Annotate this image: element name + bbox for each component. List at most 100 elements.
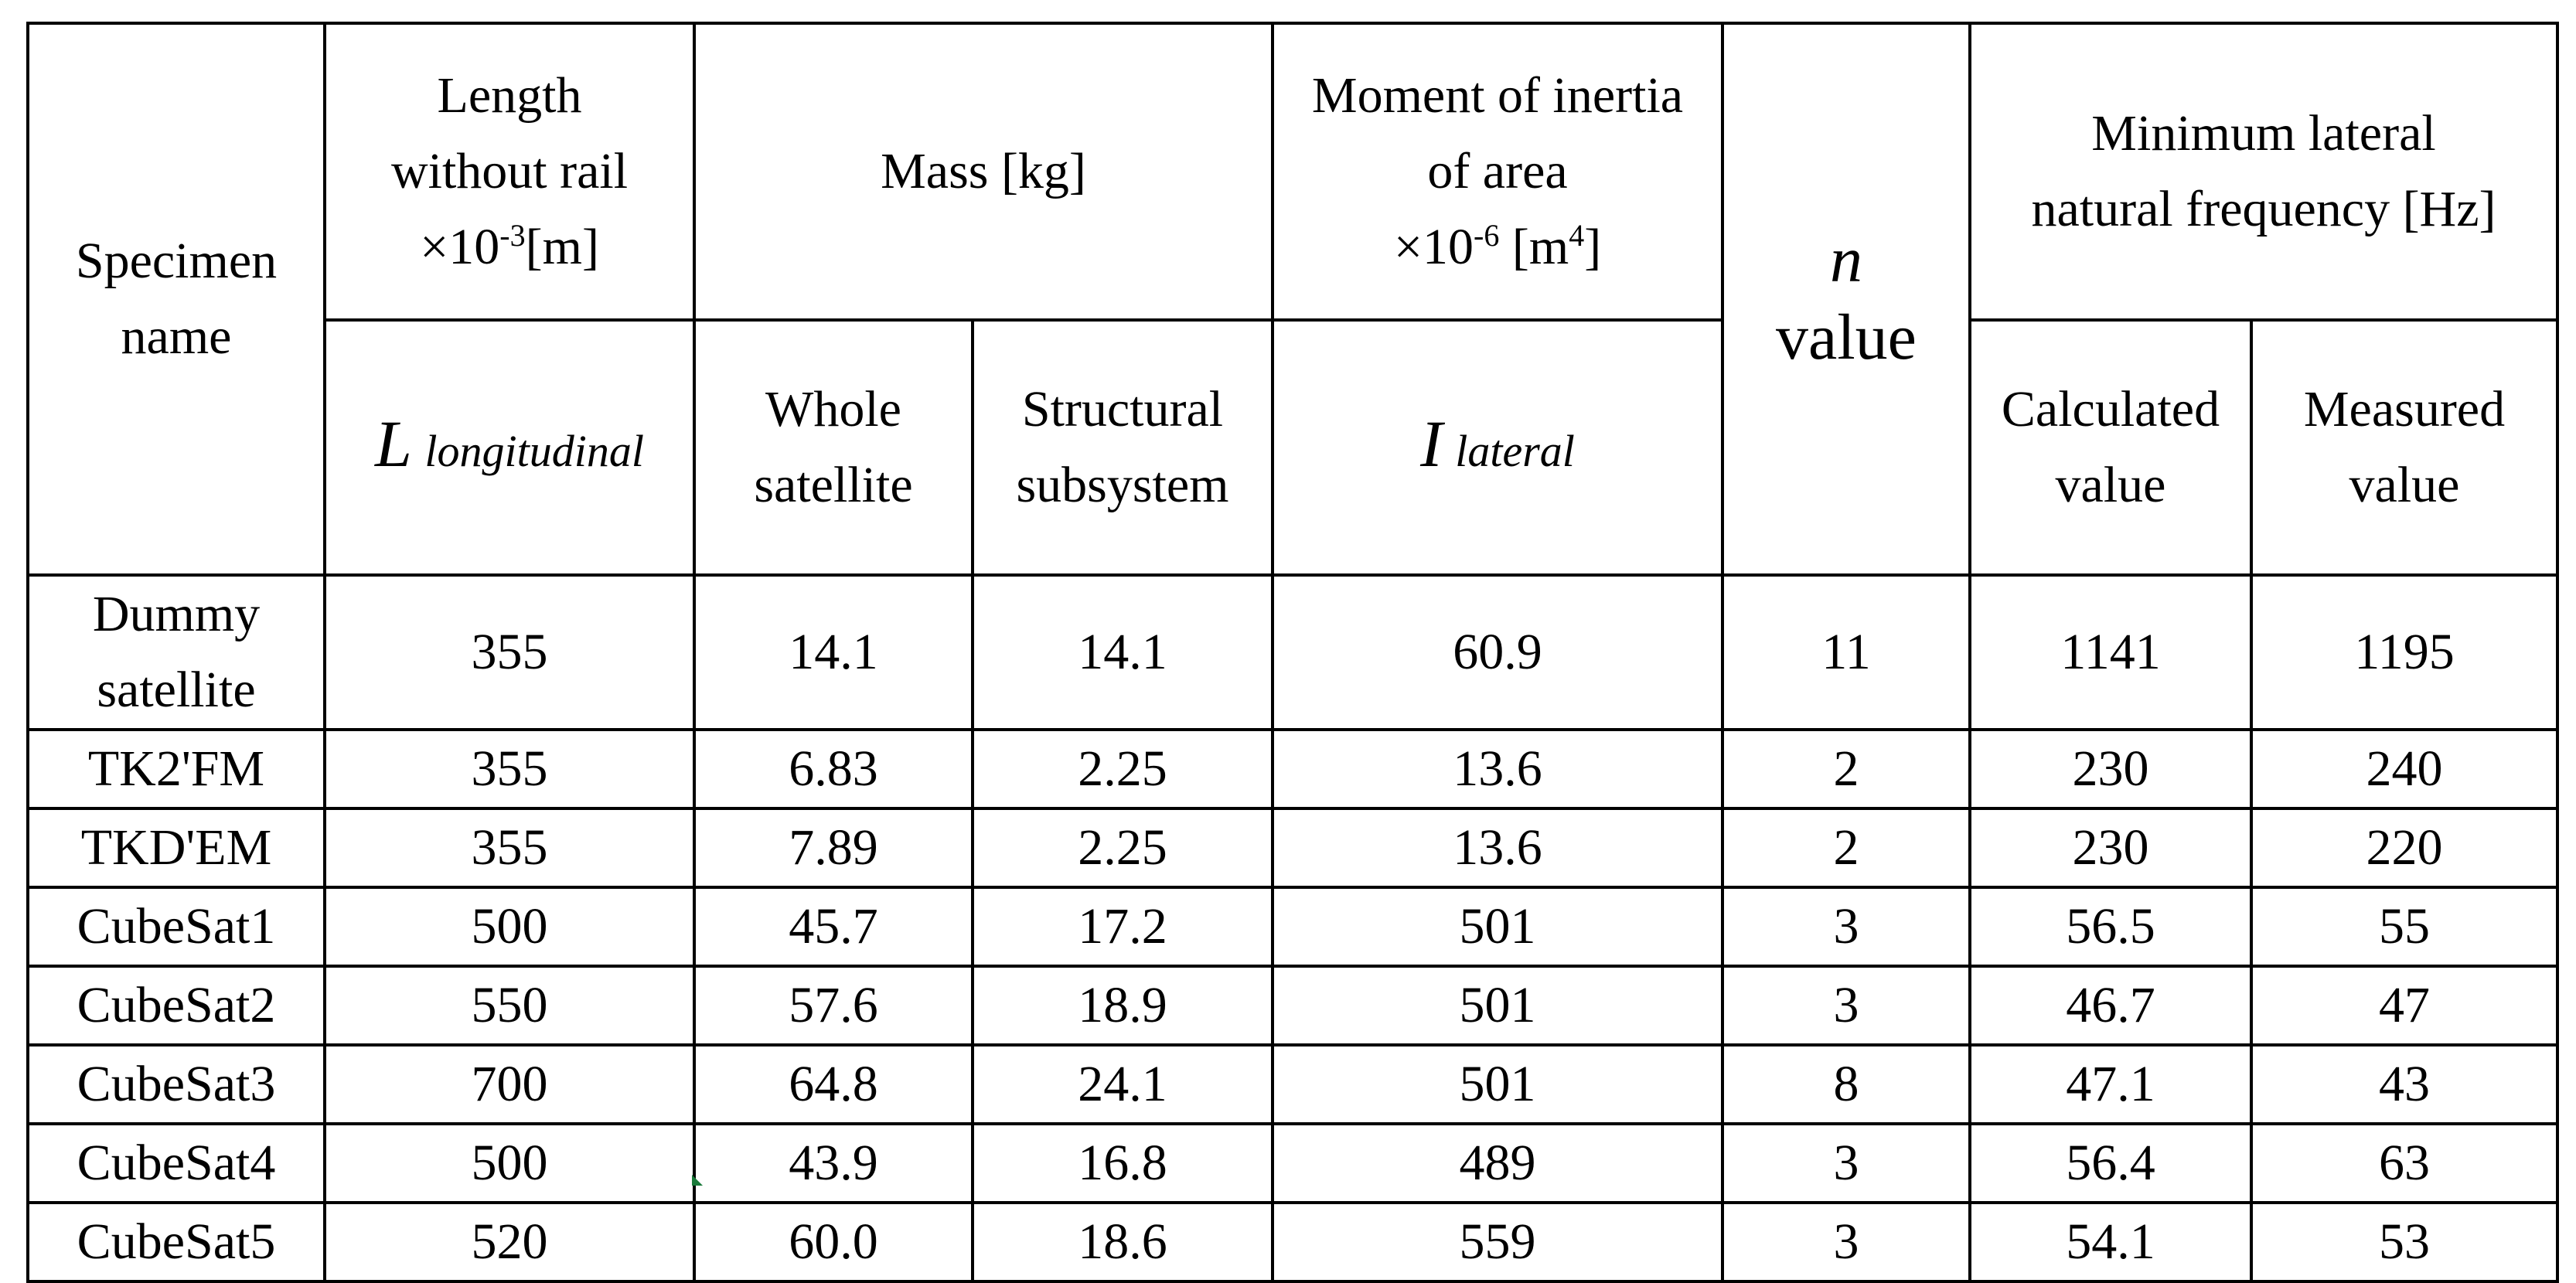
table-row: TK2'FM 355 6.83 2.25 13.6 2 230 240 (26, 728, 2559, 810)
cell-structural-mass: 18.6 (971, 1201, 1274, 1283)
header-moment: Moment of inertia of area ×10-6 [m4] (1271, 22, 1724, 322)
header-length: Length without rail ×10-3[m] (323, 22, 696, 322)
header-frequency: Minimum lateral natural frequency [Hz] (1968, 22, 2559, 322)
cell-measured: 240 (2250, 728, 2559, 810)
cell-length: 550 (323, 965, 696, 1046)
header-moment-unit-mid: [m (1499, 219, 1569, 275)
cell-structural-mass: 2.25 (971, 807, 1274, 889)
header-moment-line2: of area (1427, 143, 1568, 199)
cell-whole-mass: 14.1 (693, 573, 974, 731)
cell-specimen-name: CubeSat5 (26, 1201, 326, 1283)
cell-n-value: 3 (1721, 965, 1971, 1046)
cell-inertia: 501 (1271, 886, 1724, 968)
header-length-symbol-sub: longitudinal (424, 426, 644, 476)
cell-whole-mass: 45.7 (693, 886, 974, 968)
cell-inertia: 501 (1271, 1043, 1724, 1125)
cell-specimen-name: CubeSat1 (26, 886, 326, 968)
cell-n-value: 11 (1721, 573, 1971, 731)
cell-calculated: 56.4 (1968, 1122, 2253, 1204)
header-length-unit-suffix: [m] (525, 219, 599, 275)
cell-length: 700 (323, 1043, 696, 1125)
cell-length: 355 (323, 807, 696, 889)
cell-calculated: 47.1 (1968, 1043, 2253, 1125)
cell-n-value: 3 (1721, 1201, 1971, 1283)
cell-calculated: 56.5 (1968, 886, 2253, 968)
table-row: CubeSat4 500 43.9 16.8 489 3 56.4 63 (26, 1122, 2559, 1204)
cell-measured: 47 (2250, 965, 2559, 1046)
header-moment-unit-exp: -6 (1474, 218, 1500, 253)
cell-inertia: 559 (1271, 1201, 1724, 1283)
cell-measured: 220 (2250, 807, 2559, 889)
header-n-word: value (1776, 301, 1917, 373)
cell-measured: 55 (2250, 886, 2559, 968)
header-n-symbol: n (1830, 224, 1862, 296)
cell-structural-mass: 14.1 (971, 573, 1274, 731)
header-length-symbol: L longitudinal (323, 318, 696, 577)
cell-calculated: 1141 (1968, 573, 2253, 731)
cell-calculated: 230 (1968, 728, 2253, 810)
cell-length: 355 (323, 728, 696, 810)
cell-inertia: 13.6 (1271, 807, 1724, 889)
header-frequency-measured: Measured value (2250, 318, 2559, 577)
header-moment-unit-prefix: ×10 (1393, 219, 1474, 275)
cell-measured: 1195 (2250, 573, 2559, 731)
cell-n-value: 3 (1721, 1122, 1971, 1204)
header-length-line2: without rail (390, 143, 629, 199)
cell-specimen-name: CubeSat2 (26, 965, 326, 1046)
cell-inertia: 60.9 (1271, 573, 1724, 731)
header-mass-structural: Structural subsystem (971, 318, 1274, 577)
cell-whole-mass: 7.89 (693, 807, 974, 889)
cell-whole-mass: 57.6 (693, 965, 974, 1046)
table-row: CubeSat3 700 64.8 24.1 501 8 47.1 43 (26, 1043, 2559, 1125)
header-length-unit-prefix: ×10 (420, 219, 500, 275)
cell-specimen-name: CubeSat4 (26, 1122, 326, 1204)
table-row: TKD'EM 355 7.89 2.25 13.6 2 230 220 (26, 807, 2559, 889)
header-mass-whole: Whole satellite (693, 318, 974, 577)
header-moment-unit-exp2: 4 (1569, 218, 1585, 253)
header-moment-line1: Moment of inertia (1311, 67, 1684, 124)
cell-n-value: 2 (1721, 728, 1971, 810)
header-specimen-name: Specimen name (26, 22, 326, 577)
cell-length: 500 (323, 886, 696, 968)
cell-measured: 53 (2250, 1201, 2559, 1283)
header-row-1: Specimen name Length without rail ×10-3[… (26, 22, 2559, 577)
cell-calculated: 230 (1968, 807, 2253, 889)
cell-length: 500 (323, 1122, 696, 1204)
header-moment-symbol: I lateral (1271, 318, 1724, 577)
cell-measured: 63 (2250, 1122, 2559, 1204)
header-row-2: L longitudinal Whole satellite Structura… (28, 318, 2559, 577)
cell-specimen-name: TK2'FM (26, 728, 326, 810)
cell-inertia: 489 (1271, 1122, 1724, 1204)
header-length-symbol-main: L (375, 407, 412, 481)
cell-n-value: 8 (1721, 1043, 1971, 1125)
header-moment-symbol-main: I (1420, 407, 1443, 481)
table-row: CubeSat2 550 57.6 18.9 501 3 46.7 47 (26, 965, 2559, 1046)
cell-structural-mass: 24.1 (971, 1043, 1274, 1125)
cell-whole-mass: 43.9 (693, 1122, 974, 1204)
cell-structural-mass: 17.2 (971, 886, 1274, 968)
cell-calculated: 54.1 (1968, 1201, 2253, 1283)
header-moment-symbol-sub: lateral (1455, 426, 1575, 476)
header-n-value: n value (1721, 22, 1971, 577)
cell-specimen-name: TKD'EM (26, 807, 326, 889)
header-length-unit: ×10-3[m] (326, 209, 693, 285)
cell-measured: 43 (2250, 1043, 2559, 1125)
header-moment-unit-suffix: ] (1584, 219, 1602, 275)
cell-specimen-name: CubeSat3 (26, 1043, 326, 1125)
header-moment-unit: ×10-6 [m4] (1274, 209, 1721, 285)
specimen-table: Specimen name Length without rail ×10-3[… (26, 22, 2559, 1283)
cell-whole-mass: 60.0 (693, 1201, 974, 1283)
cell-inertia: 501 (1271, 965, 1724, 1046)
table-row: CubeSat5 520 60.0 18.6 559 3 54.1 53 (26, 1201, 2559, 1283)
cell-length: 355 (323, 573, 696, 731)
header-length-line1: Length (437, 67, 582, 124)
cell-corner-marker (692, 1175, 703, 1186)
cell-specimen-name: Dummy satellite (26, 573, 326, 731)
header-frequency-calculated: Calculated value (1968, 318, 2253, 577)
header-length-unit-exp: -3 (499, 218, 526, 253)
header-mass: Mass [kg] (693, 22, 1274, 322)
cell-structural-mass: 16.8 (971, 1122, 1274, 1204)
table-row: CubeSat1 500 45.7 17.2 501 3 56.5 55 (26, 886, 2559, 968)
table-row: Dummy satellite 355 14.1 14.1 60.9 11 11… (26, 573, 2559, 731)
cell-n-value: 3 (1721, 886, 1971, 968)
